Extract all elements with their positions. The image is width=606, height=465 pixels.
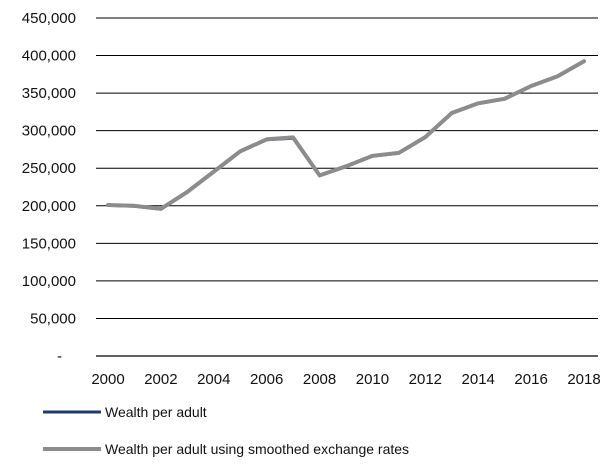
x-tick-label: 2014: [462, 371, 495, 388]
y-axis-tick-labels: - 50,000 100,000 150,000 200,000 250,000 300,0…: [22, 10, 76, 365]
y-tick-label: 100,000: [22, 273, 76, 290]
y-tick-label: 450,000: [22, 10, 76, 27]
x-tick-label: 2004: [197, 371, 230, 388]
y-tick-label: 50,000: [30, 310, 76, 327]
y-tick-label: -: [57, 348, 62, 365]
legend-label-smoothed-exchange-rates: Wealth per adult using smoothed exchange…: [105, 441, 409, 457]
y-tick-label: 150,000: [22, 235, 76, 252]
x-tick-label: 2018: [567, 371, 600, 388]
x-tick-label: 2016: [514, 371, 547, 388]
y-tick-label: 350,000: [22, 85, 76, 102]
series-line-1: [106, 59, 586, 211]
x-tick-label: 2008: [303, 371, 336, 388]
legend-label-wealth-per-adult: Wealth per adult: [105, 404, 207, 420]
series-line-0: [106, 60, 586, 211]
x-tick-label: 2010: [356, 371, 389, 388]
y-tick-label: 300,000: [22, 123, 76, 140]
grid-lines: [96, 17, 598, 357]
y-tick-label: 250,000: [22, 160, 76, 177]
y-tick-label: 200,000: [22, 198, 76, 215]
x-tick-label: 2002: [144, 371, 177, 388]
x-tick-label: 2006: [250, 371, 283, 388]
series-lines: [106, 59, 586, 211]
y-tick-label: 400,000: [22, 48, 76, 65]
x-axis-tick-labels: 2000 2002 2004 2006 2008 2010 2012 2014 2016 2018: [91, 371, 600, 388]
x-tick-label: 2000: [91, 371, 124, 388]
legend: Wealth per adult Wealth per adult using …: [43, 404, 409, 457]
x-tick-label: 2012: [409, 371, 442, 388]
